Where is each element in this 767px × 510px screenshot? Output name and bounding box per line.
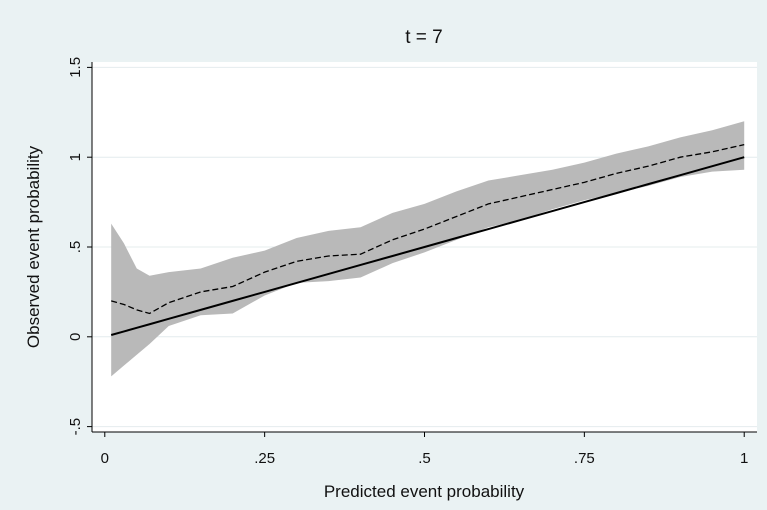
y-tick-label: -.5: [67, 418, 84, 436]
reference-line: [110, 156, 745, 336]
x-tick-label: .25: [254, 450, 275, 467]
x-tick-label: .5: [418, 450, 431, 467]
y-tick-label: 0: [67, 333, 84, 341]
y-tick-label: 1.5: [67, 57, 84, 78]
x-axis-label: Predicted event probability: [324, 482, 525, 501]
confidence-band: [111, 121, 745, 377]
x-tick-label: .75: [574, 450, 595, 467]
y-tick-label: 1: [67, 153, 84, 161]
x-tick-label: 0: [101, 450, 109, 467]
smoothed-line: [111, 143, 745, 315]
chart-title: t = 7: [405, 27, 443, 48]
x-tick-label: 1: [740, 450, 748, 467]
y-tick-label: .5: [67, 241, 84, 254]
y-axis-label: Observed event probability: [24, 145, 43, 348]
